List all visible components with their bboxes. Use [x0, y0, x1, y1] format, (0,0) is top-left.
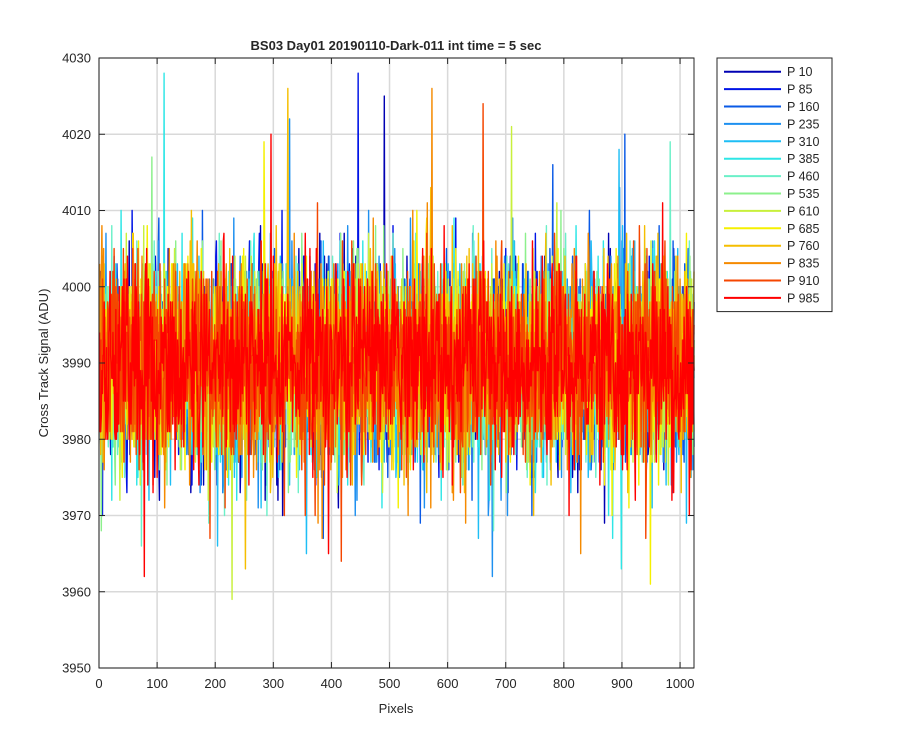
- legend-entry: P 685: [787, 222, 819, 236]
- legend-entry: P 460: [787, 170, 819, 184]
- legend-entry: P 310: [787, 135, 819, 149]
- x-tick-label: 400: [321, 676, 343, 691]
- legend-entry: P 610: [787, 204, 819, 218]
- x-tick-label: 500: [379, 676, 401, 691]
- y-tick-label: 3990: [62, 356, 91, 371]
- x-axis-label: Pixels: [379, 701, 414, 716]
- x-tick-label: 200: [204, 676, 226, 691]
- legend: P 10 P 85 P 160 P 235 P 310 P 385 P 460 P 535 P …: [716, 57, 833, 313]
- y-axis-label: Cross Track Signal (ADU): [36, 289, 51, 438]
- x-tick-label: 600: [437, 676, 459, 691]
- legend-box: [716, 57, 833, 313]
- legend-entry: P 835: [787, 257, 819, 271]
- y-tick-label: 4010: [62, 203, 91, 218]
- x-tick-label: 300: [262, 676, 284, 691]
- legend-entry: P 760: [787, 239, 819, 253]
- y-tick-label: 4000: [62, 279, 91, 294]
- x-tick-label: 100: [146, 676, 168, 691]
- legend-entry: P 85: [787, 83, 813, 97]
- legend-entry: P 10: [787, 65, 813, 79]
- y-tick-label: 3960: [62, 584, 91, 599]
- x-tick-label: 1000: [666, 676, 695, 691]
- y-tick-label: 3980: [62, 432, 91, 447]
- chart-title: BS03 Day01 20190110-Dark-011 int time = …: [251, 38, 542, 53]
- x-tick-label: 0: [95, 676, 102, 691]
- legend-entry: P 985: [787, 291, 819, 305]
- y-tick-label: 3950: [62, 661, 91, 676]
- legend-entry: P 385: [787, 152, 819, 166]
- series-line-p910: [98, 103, 695, 562]
- legend-entry: P 535: [787, 187, 819, 201]
- y-tick-label: 4030: [62, 51, 91, 66]
- x-tick-label: 800: [553, 676, 575, 691]
- legend-entry: P 235: [787, 117, 819, 131]
- legend-entry: P 910: [787, 274, 819, 288]
- x-tick-label: 900: [611, 676, 633, 691]
- series-line-p985: [98, 133, 695, 578]
- ticks: 0 100 200 300 400 500 600 700 800 900 1000 3950 3960…: [62, 51, 694, 692]
- x-tick-label: 700: [495, 676, 517, 691]
- legend-entry: P 160: [787, 100, 819, 114]
- y-tick-label: 4020: [62, 127, 91, 142]
- plot-lines: [98, 72, 695, 601]
- y-tick-label: 3970: [62, 508, 91, 523]
